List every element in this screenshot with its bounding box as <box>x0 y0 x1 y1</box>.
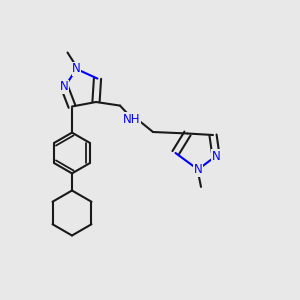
Text: N: N <box>72 62 81 76</box>
Text: NH: NH <box>123 113 141 126</box>
Text: N: N <box>60 80 69 94</box>
Text: N: N <box>212 149 220 163</box>
Text: N: N <box>194 163 202 176</box>
